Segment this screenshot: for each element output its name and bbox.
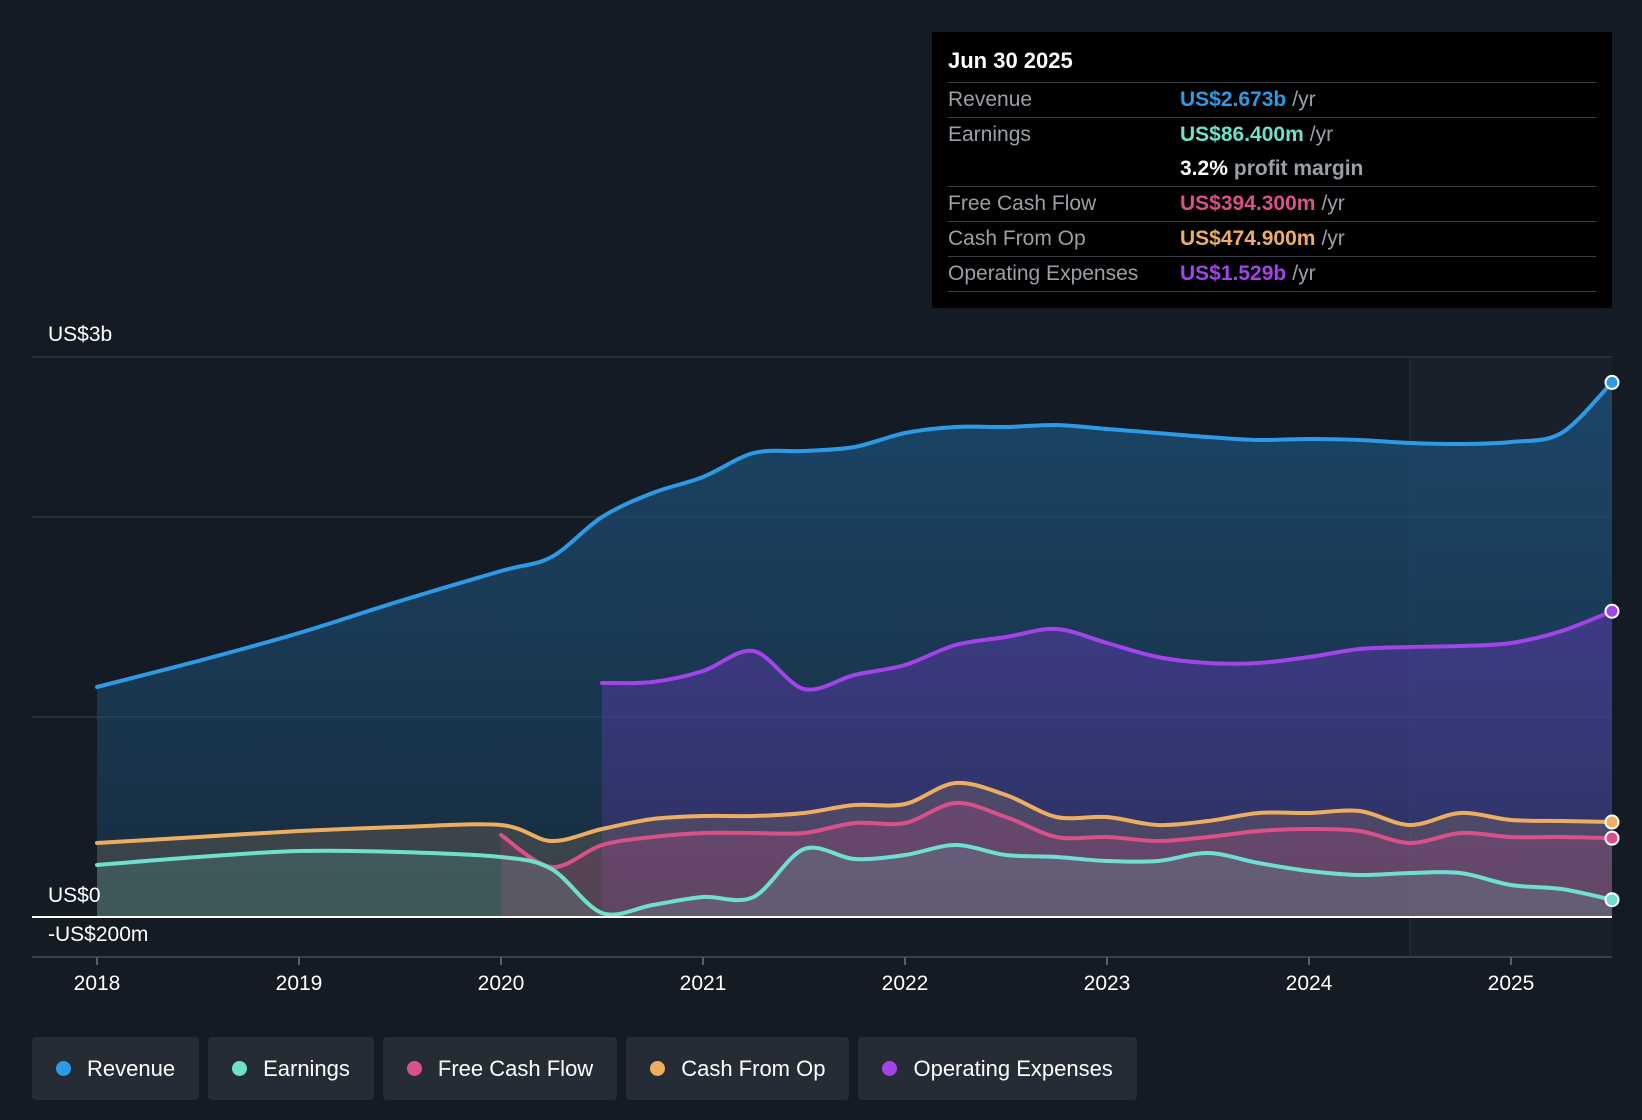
tooltip-panel: Jun 30 2025 Revenue US$2.673b/yr Earnings U… [932, 32, 1612, 308]
y-axis-label: US$0 [48, 884, 101, 907]
tooltip-row: Operating Expenses US$1.529b/yr [948, 257, 1596, 292]
end-markers [1604, 374, 1620, 908]
tooltip-row-label [948, 152, 1180, 186]
tooltip-row-value: 3.2% [1180, 157, 1228, 180]
legend-item-cash-from-op[interactable]: Cash From Op [626, 1037, 850, 1100]
legend: Revenue Earnings Free Cash Flow Cash From O… [32, 1037, 1137, 1100]
x-tick-label: 2022 [882, 972, 929, 995]
tooltip-row-value: US$394.300m [1180, 192, 1316, 215]
legend-dot-icon [232, 1061, 248, 1076]
x-tick-label: 2025 [1488, 972, 1535, 995]
end-marker-operating-expenses [1604, 603, 1620, 619]
tooltip-row: Cash From Op US$474.900m/yr [948, 222, 1596, 257]
end-marker-earnings [1604, 892, 1620, 908]
end-marker-cash-from-op [1604, 814, 1620, 830]
tooltip-row: Revenue US$2.673b/yr [948, 83, 1596, 118]
tooltip-row-value: US$2.673b [1180, 88, 1287, 111]
y-axis: US$3b US$0 -US$200m [48, 323, 148, 946]
tooltip-row-unit: /yr [1321, 227, 1345, 250]
tooltip-row-value: US$86.400m [1180, 123, 1304, 146]
tooltip-row-label: Cash From Op [948, 227, 1086, 250]
legend-dot-icon [56, 1061, 71, 1076]
end-marker-revenue [1604, 374, 1620, 390]
tooltip-row-unit: /yr [1292, 262, 1316, 285]
legend-dot-icon [650, 1061, 666, 1076]
tooltip-row-value: US$1.529b [1180, 262, 1287, 285]
tooltip-row-label: Revenue [948, 88, 1033, 111]
series-line-revenue [95, 380, 1614, 689]
x-tick-label: 2021 [680, 972, 727, 995]
legend-label: Cash From Op [681, 1055, 826, 1081]
tooltip-row-unit: /yr [1292, 88, 1316, 111]
legend-item-operating-expenses[interactable]: Operating Expenses [858, 1037, 1137, 1100]
tooltip-row-label: Free Cash Flow [948, 192, 1097, 215]
x-tick-label: 2019 [276, 972, 323, 995]
series-line-operating-expenses [600, 609, 1614, 692]
series-line-cash-from-op [95, 780, 1614, 845]
series-line-free-cash-flow [499, 800, 1614, 870]
tooltip-row-unit: /yr [1321, 192, 1345, 215]
line-layer [95, 380, 1614, 917]
legend-label: Revenue [87, 1055, 176, 1081]
y-axis-label: -US$200m [48, 923, 148, 946]
tooltip-date: Jun 30 2025 [948, 46, 1596, 83]
end-marker-free-cash-flow [1604, 830, 1620, 846]
area-layer [97, 382, 1612, 917]
legend-item-free-cash-flow[interactable]: Free Cash Flow [382, 1037, 618, 1100]
tooltip-row-unit: profit margin [1233, 157, 1364, 180]
legend-label: Operating Expenses [913, 1055, 1113, 1081]
legend-item-revenue[interactable]: Revenue [32, 1037, 200, 1100]
x-tick-label: 2018 [74, 972, 121, 995]
tooltip-row-label: Earnings [948, 123, 1031, 146]
x-tick-label: 2020 [478, 972, 525, 995]
legend-dot-icon [882, 1061, 898, 1076]
legend-item-earnings[interactable]: Earnings [208, 1037, 374, 1100]
x-axis: 2018 2019 2020 2021 2022 2023 2024 2025 [74, 957, 1535, 995]
y-axis-label: US$3b [48, 323, 112, 346]
tooltip-row: Earnings US$86.400m/yr [948, 118, 1596, 152]
legend-label: Earnings [263, 1055, 350, 1081]
area-operating-expenses [602, 611, 1612, 917]
area-earnings [97, 845, 1612, 917]
area-cash-from-op [97, 782, 1612, 917]
series-line-earnings [95, 843, 1614, 917]
x-tick-label: 2024 [1286, 972, 1333, 995]
tooltip-row-value: US$474.900m [1180, 227, 1316, 250]
legend-dot-icon [406, 1061, 422, 1076]
tooltip-row-label: Operating Expenses [948, 262, 1139, 285]
area-free-cash-flow [501, 802, 1612, 917]
tooltip-row: 3.2% profit margin [948, 152, 1596, 187]
legend-label: Free Cash Flow [437, 1055, 594, 1081]
tooltip-row: Free Cash Flow US$394.300m/yr [948, 187, 1596, 222]
tooltip-row-unit: /yr [1309, 123, 1334, 146]
x-tick-label: 2023 [1084, 972, 1131, 995]
